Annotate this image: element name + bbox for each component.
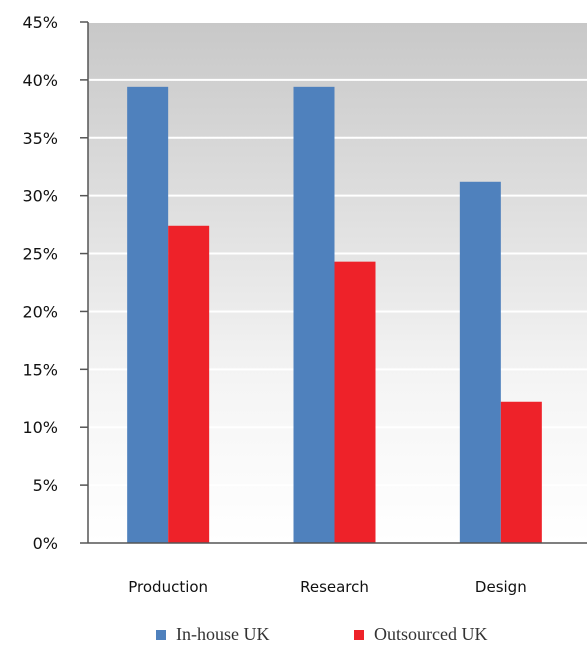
x-category-label: Research <box>300 578 369 596</box>
legend-item-inhouse: In-house UK <box>156 624 269 645</box>
y-tick-label: 45% <box>22 13 58 32</box>
bar-inhouse-production <box>127 86 169 543</box>
legend-swatch-inhouse <box>156 629 166 640</box>
x-category-label: Design <box>475 578 527 596</box>
legend-item-outsourced: Outsourced UK <box>354 624 487 645</box>
x-category-label: Production <box>128 578 208 596</box>
y-tick-label: 40% <box>22 71 58 90</box>
bar-chart: 0% 5% 10% 15% 20% 25% 30% 35% 40% 45% Production Re… <box>22 13 587 596</box>
legend-swatch-outsourced <box>354 629 364 640</box>
y-tick-label: 25% <box>22 245 58 264</box>
bar-inhouse-design <box>459 181 501 544</box>
y-tick-label: 10% <box>22 418 58 437</box>
y-tick-label: 30% <box>22 187 58 206</box>
bar-outsourced-research <box>334 261 376 543</box>
y-tick-label: 15% <box>22 360 58 379</box>
legend: In-house UK Outsourced UK <box>0 624 587 654</box>
y-tick-label: 20% <box>22 302 58 321</box>
bar-outsourced-production <box>168 225 210 543</box>
bar-inhouse-research <box>293 86 335 543</box>
y-tick-label: 0% <box>33 534 58 553</box>
bar-outsourced-design <box>500 401 542 543</box>
y-tick-label: 35% <box>22 129 58 148</box>
y-tick-label: 5% <box>33 476 58 495</box>
legend-label-inhouse: In-house UK <box>176 624 270 644</box>
legend-label-outsourced: Outsourced UK <box>374 624 488 644</box>
